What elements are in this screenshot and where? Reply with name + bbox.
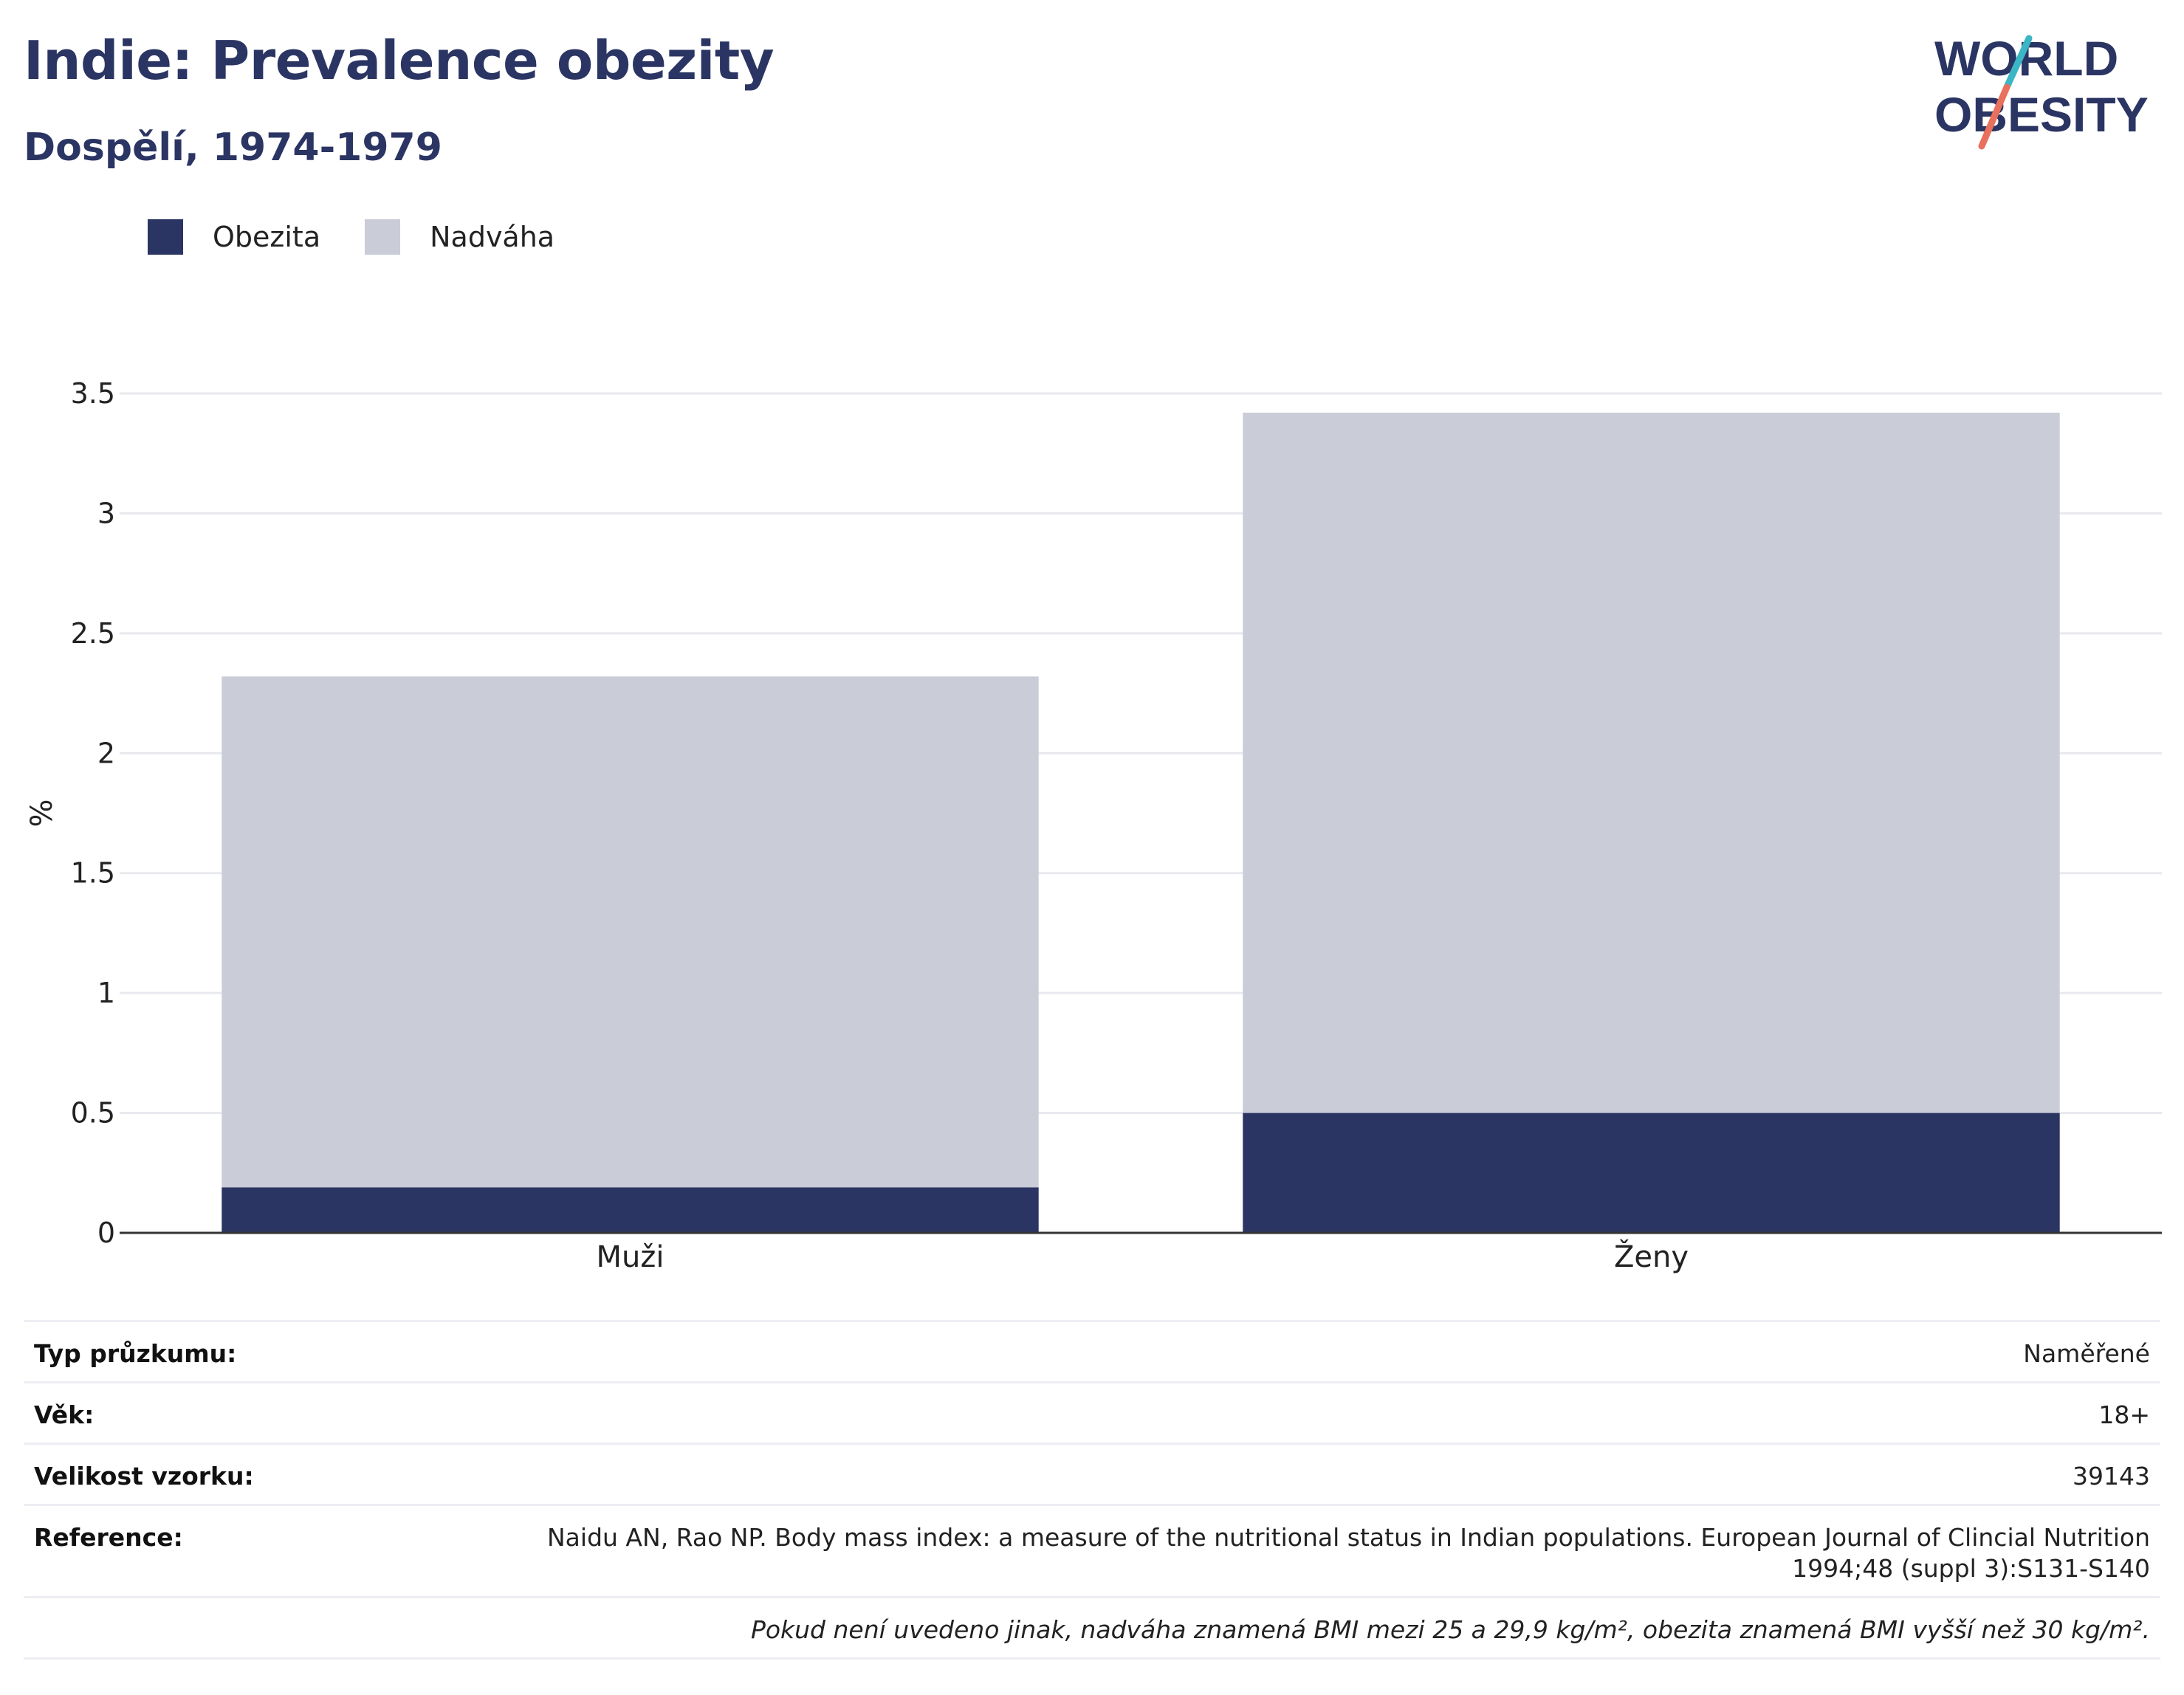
reference-line-2: 1994;48 (suppl 3):S131-S140	[1792, 1554, 2150, 1583]
bar-chart: 0 0.5 1 1.5 2 2.5 3 3.5 Muži Ženy%	[25, 377, 2162, 1274]
x-tick-label: Muži	[597, 1240, 665, 1274]
legend-label-overweight: Nadváha	[430, 221, 555, 253]
y-tick-label: 2.5	[71, 617, 115, 650]
definition-note: Pokud není uvedeno jinak, nadváha znamen…	[750, 1615, 2150, 1644]
y-tick-label: 2	[97, 737, 115, 769]
chart-legend: Obezita Nadváha	[148, 219, 599, 255]
survey-type-label: Typ průzkumu:	[34, 1339, 237, 1368]
legend-item-obesity[interactable]: Obezita	[148, 219, 320, 255]
age-value: 18+	[2098, 1400, 2150, 1429]
reference-label: Reference:	[34, 1523, 183, 1552]
y-tick-label: 3	[97, 497, 115, 529]
bar-overweight-1[interactable]	[1243, 412, 2060, 1113]
legend-swatch-obesity	[148, 219, 183, 255]
sample-size-label: Velikost vzorku:	[34, 1462, 254, 1491]
legend-item-overweight[interactable]: Nadváha	[365, 219, 554, 255]
y-tick-label: 1	[97, 977, 115, 1009]
world-obesity-logo: WORLD OBESITY	[1934, 31, 2149, 150]
sample-size-value: 39143	[2073, 1462, 2150, 1491]
x-tick-label: Ženy	[1614, 1239, 1689, 1274]
y-tick-label: 3.5	[71, 377, 115, 410]
y-axis-title: %	[25, 799, 59, 827]
age-label: Věk:	[34, 1400, 95, 1429]
logo-slash-teal	[2003, 35, 2033, 91]
legend-label-obesity: Obezita	[213, 221, 321, 253]
survey-info-table: Typ průzkumu: Naměřené Věk: 18+ Velikost…	[24, 1320, 2160, 1660]
reference-row: Reference: Naidu AN, Rao NP. Body mass i…	[24, 1504, 2160, 1596]
sample-size-row: Velikost vzorku: 39143	[24, 1443, 2160, 1504]
reference-line-1: Naidu AN, Rao NP. Body mass index: a mea…	[547, 1523, 2150, 1552]
reference-value: Naidu AN, Rao NP. Body mass index: a mea…	[547, 1522, 2150, 1584]
survey-type-row: Typ průzkumu: Naměřené	[24, 1320, 2160, 1381]
bar-overweight-0[interactable]	[222, 676, 1039, 1188]
definition-note-row: Pokud není uvedeno jinak, nadváha znamen…	[24, 1596, 2160, 1660]
survey-type-value: Naměřené	[2023, 1339, 2150, 1368]
logo-slash-coral	[1978, 83, 2010, 150]
bar-obesity-0[interactable]	[222, 1187, 1039, 1233]
chart-subtitle: Dospělí, 1974-1979	[24, 126, 442, 170]
bar-obesity-1[interactable]	[1243, 1113, 2060, 1233]
age-row: Věk: 18+	[24, 1381, 2160, 1443]
y-tick-label: 0	[97, 1217, 115, 1249]
legend-swatch-overweight	[365, 219, 401, 255]
y-tick-label: 1.5	[71, 857, 115, 890]
y-tick-label: 0.5	[71, 1097, 115, 1130]
chart-title: Indie: Prevalence obezity	[24, 30, 775, 92]
logo-text-obesity: OBESITY	[1934, 87, 2149, 142]
